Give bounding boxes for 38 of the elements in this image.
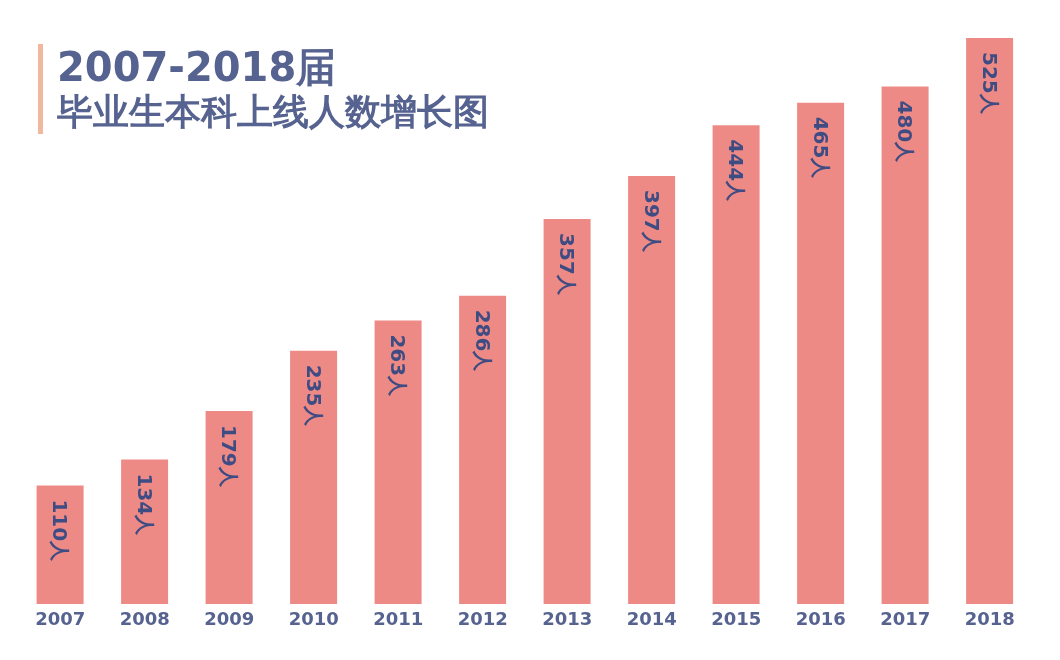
- data-label: 397人: [639, 190, 664, 253]
- x-tick-label: 2008: [119, 607, 170, 629]
- data-label: 134人: [132, 473, 157, 537]
- x-tick-label: 2017: [880, 607, 931, 629]
- data-label: 235人: [301, 364, 326, 428]
- x-tick-label: 2009: [204, 607, 255, 629]
- x-tick-label: 2015: [711, 607, 762, 629]
- data-label: 286人: [470, 309, 495, 373]
- data-label: 480人: [893, 100, 918, 164]
- bar: [543, 219, 591, 604]
- bar: [966, 38, 1014, 604]
- x-tick-label: 2010: [288, 607, 339, 629]
- bar: [290, 350, 338, 604]
- text: 毕业生本科上线人数增长图: [57, 90, 489, 134]
- bar: [628, 176, 676, 604]
- chart-title: 2007-2018届: [57, 44, 338, 90]
- x-tick-label: 2007: [35, 607, 86, 629]
- bar: [881, 86, 929, 604]
- bar: [797, 102, 845, 604]
- bar: [36, 485, 84, 604]
- data-label: 110人: [48, 499, 73, 563]
- x-tick-label: 2018: [964, 607, 1015, 629]
- x-tick-label: 2014: [626, 607, 677, 629]
- data-label: 525人: [977, 52, 1002, 115]
- bar: [374, 320, 422, 604]
- data-label: 444人: [724, 139, 749, 203]
- bar: [121, 459, 169, 604]
- bar: [205, 411, 253, 604]
- x-tick-label: 2011: [373, 607, 424, 629]
- x-tick-label: 2016: [795, 607, 846, 629]
- data-label: 357人: [555, 233, 580, 296]
- bar: [712, 125, 760, 604]
- x-tick-label: 2012: [457, 607, 508, 629]
- data-label: 179人: [217, 425, 242, 488]
- data-label: 263人: [386, 334, 411, 398]
- bar: [459, 295, 507, 604]
- x-tick-label: 2013: [542, 607, 593, 629]
- data-label: 465人: [808, 116, 833, 180]
